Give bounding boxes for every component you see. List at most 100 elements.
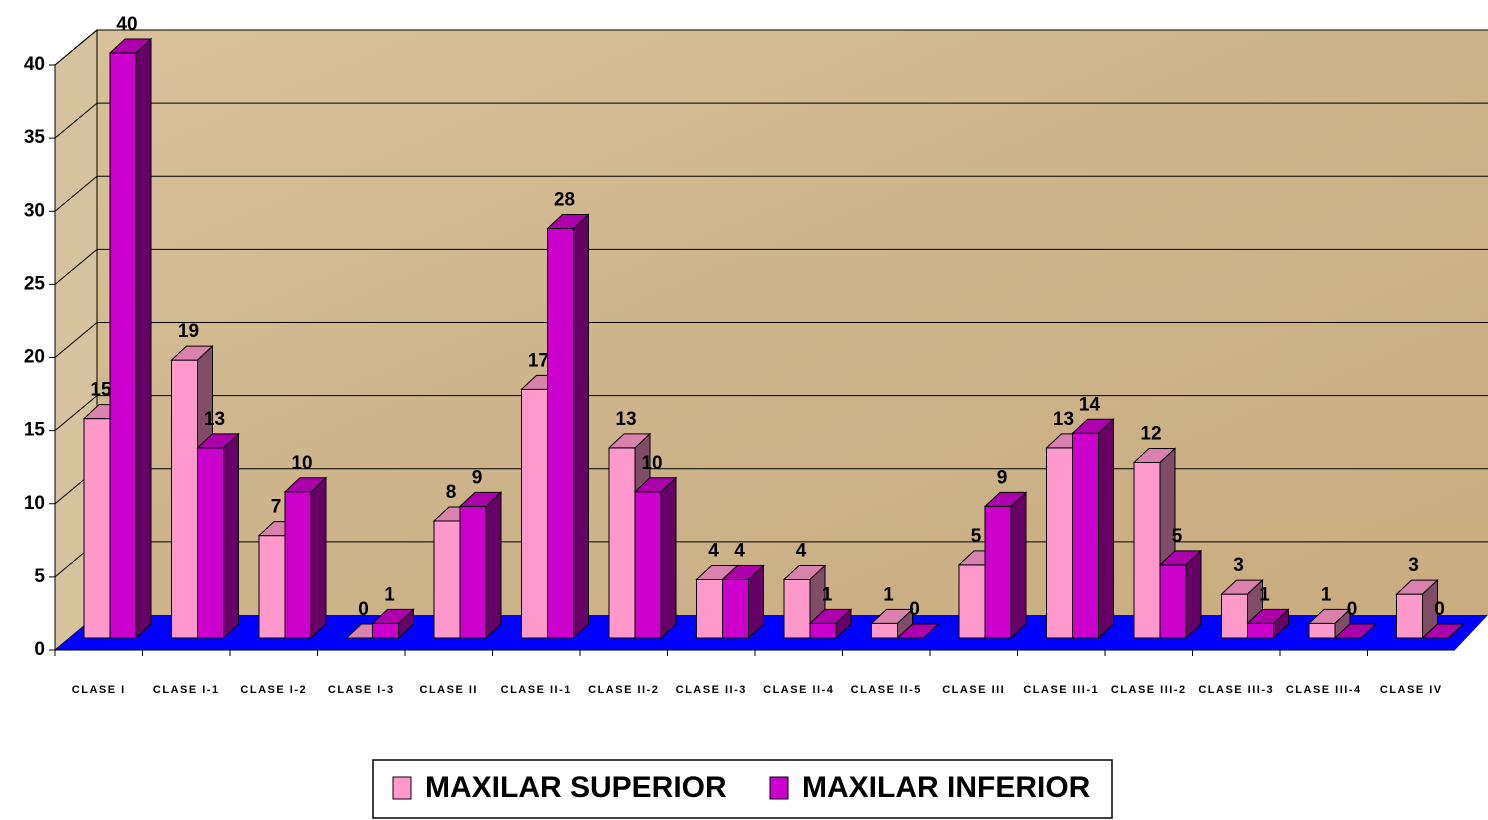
bar-front bbox=[433, 520, 461, 639]
value-label: 14 bbox=[1079, 394, 1101, 415]
bar-front bbox=[958, 564, 986, 639]
bar-front bbox=[521, 388, 548, 639]
value-label: 9 bbox=[997, 467, 1008, 488]
bar-side bbox=[1098, 418, 1114, 640]
grid-line bbox=[54, 395, 98, 432]
value-label: 4 bbox=[796, 541, 807, 562]
bar bbox=[1421, 623, 1465, 639]
legend-swatch bbox=[769, 776, 789, 800]
x-tick-label: CLASE III-4 bbox=[1286, 684, 1362, 696]
bar-front bbox=[1308, 622, 1336, 639]
bar bbox=[1246, 608, 1290, 640]
bar-side bbox=[573, 213, 589, 640]
value-label: 10 bbox=[641, 453, 662, 474]
value-label: 3 bbox=[1408, 555, 1419, 576]
bar bbox=[1395, 578, 1439, 640]
bar-side bbox=[835, 608, 852, 640]
bar-front bbox=[984, 505, 1012, 639]
legend-box bbox=[372, 759, 1113, 819]
bar-side bbox=[310, 476, 327, 640]
value-label: 40 bbox=[116, 14, 137, 35]
x-tick-label: CLASE IV bbox=[1380, 684, 1443, 696]
y-tick-label: 20 bbox=[24, 347, 45, 368]
y-tick-label: 10 bbox=[24, 493, 45, 514]
value-label: 19 bbox=[178, 321, 199, 342]
bar bbox=[108, 37, 153, 640]
value-label: 13 bbox=[615, 409, 636, 430]
bar-side bbox=[135, 37, 152, 640]
grid-line bbox=[54, 29, 98, 66]
x-tick-label: CLASE III bbox=[942, 684, 1005, 696]
y-tick-label: 0 bbox=[34, 639, 45, 660]
bar bbox=[870, 608, 914, 640]
y-tick-label: 25 bbox=[24, 273, 46, 294]
bar-side bbox=[748, 564, 764, 640]
bar bbox=[546, 213, 590, 640]
bar-front bbox=[1396, 593, 1423, 639]
value-label: 7 bbox=[271, 497, 282, 518]
value-label: 1 bbox=[1259, 584, 1270, 605]
x-tick-label: CLASE I bbox=[72, 684, 126, 696]
bar-side bbox=[485, 491, 502, 640]
y-tick-label: 15 bbox=[24, 420, 46, 441]
value-label: 1 bbox=[822, 584, 833, 605]
bar-front bbox=[197, 447, 224, 639]
value-label: 15 bbox=[90, 380, 112, 401]
bar-front bbox=[171, 359, 198, 639]
value-label: 1 bbox=[384, 584, 395, 605]
bar bbox=[1071, 418, 1115, 640]
value-label: 0 bbox=[358, 599, 369, 620]
value-label: 8 bbox=[446, 482, 457, 503]
bar-side bbox=[1010, 491, 1027, 640]
value-label: 1 bbox=[883, 584, 894, 605]
value-label: 1 bbox=[1321, 584, 1332, 605]
value-label: 0 bbox=[1347, 599, 1358, 620]
x-tick-label: CLASE III-3 bbox=[1198, 684, 1274, 696]
bar-side bbox=[1360, 623, 1377, 639]
value-label: 5 bbox=[971, 526, 982, 547]
x-tick-label: CLASE III-1 bbox=[1023, 684, 1099, 696]
x-tick-label: CLASE II-4 bbox=[763, 684, 834, 696]
bar-front bbox=[1221, 593, 1248, 639]
value-label: 5 bbox=[1172, 526, 1183, 547]
bar-front bbox=[1072, 432, 1099, 639]
value-label: 13 bbox=[204, 409, 225, 430]
bar-front bbox=[83, 418, 111, 639]
x-tick-label: CLASE II bbox=[420, 684, 478, 696]
bar-front bbox=[783, 579, 811, 639]
y-tick-label: 40 bbox=[24, 54, 45, 75]
bar-front bbox=[608, 447, 636, 639]
bar-front bbox=[809, 622, 837, 639]
legend-label: MAXILAR INFERIOR bbox=[802, 771, 1091, 804]
bar-front bbox=[459, 505, 487, 639]
value-label: 13 bbox=[1053, 409, 1074, 430]
bar-side bbox=[398, 608, 414, 640]
bar-front bbox=[634, 491, 662, 639]
value-label: 28 bbox=[554, 190, 575, 211]
y-tick-label: 30 bbox=[24, 200, 45, 221]
value-label: 0 bbox=[909, 599, 920, 620]
x-tick-label: CLASE II-2 bbox=[588, 684, 659, 696]
bar bbox=[983, 491, 1028, 640]
legend-swatch bbox=[392, 776, 412, 800]
bar-front bbox=[1247, 622, 1274, 639]
bar bbox=[721, 564, 765, 640]
x-tick-label: CLASE I-1 bbox=[153, 684, 220, 696]
x-tick-label: CLASE II-5 bbox=[851, 684, 922, 696]
y-tick-label: 35 bbox=[24, 127, 46, 148]
value-label: 4 bbox=[708, 541, 719, 562]
value-label: 17 bbox=[528, 350, 549, 371]
value-label: 10 bbox=[291, 453, 312, 474]
value-label: 3 bbox=[1233, 555, 1244, 576]
bar-front bbox=[1133, 462, 1161, 639]
x-tick-label: CLASE I-3 bbox=[328, 684, 395, 696]
bar-front bbox=[696, 579, 723, 639]
bar-front bbox=[722, 579, 749, 639]
bar-side bbox=[923, 623, 939, 639]
bar-front bbox=[547, 228, 574, 639]
bar bbox=[633, 476, 678, 640]
bar-front bbox=[258, 535, 286, 639]
x-tick-label: CLASE III-2 bbox=[1111, 684, 1187, 696]
grid-line bbox=[54, 102, 98, 139]
grid-line bbox=[54, 248, 98, 285]
